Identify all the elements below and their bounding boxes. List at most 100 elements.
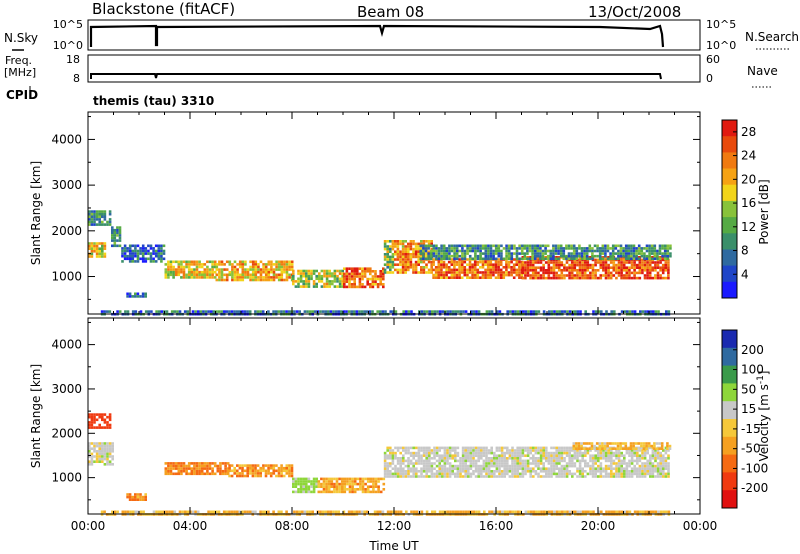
velocity-cell	[555, 510, 559, 514]
power-cell	[643, 254, 646, 258]
power-cell	[302, 269, 305, 273]
velocity-cell	[662, 467, 665, 470]
power-cell	[488, 310, 491, 313]
velocity-cell	[524, 467, 527, 470]
power-cell	[399, 242, 402, 246]
velocity-cell	[90, 418, 94, 422]
power-cell	[445, 271, 448, 274]
power-cell	[607, 276, 610, 280]
velocity-cell	[412, 464, 415, 468]
power-cell	[103, 215, 107, 219]
velocity-cell	[616, 447, 620, 450]
power-cell	[111, 231, 114, 235]
nsearch-label: N.Search	[745, 30, 799, 44]
velocity-cell	[443, 449, 447, 452]
velocity-cell	[642, 447, 646, 450]
power-cell	[460, 263, 464, 266]
power-cell	[632, 252, 636, 255]
power-cell	[486, 263, 490, 266]
velocity-cell	[415, 510, 418, 514]
velocity-cell	[638, 446, 642, 450]
power-cell	[471, 268, 474, 272]
velocity-cell	[599, 462, 603, 465]
power-cell	[213, 260, 217, 264]
power-cell	[526, 274, 530, 277]
power-cell	[585, 249, 589, 253]
velocity-cell	[633, 464, 636, 468]
power-cell	[521, 271, 525, 275]
colorbar-segment	[722, 265, 737, 283]
power-cell	[617, 261, 621, 264]
power-cell	[546, 249, 550, 253]
power-cell	[379, 310, 382, 313]
power-cell	[554, 252, 558, 255]
velocity-cell	[404, 472, 408, 476]
power-cell	[331, 280, 334, 283]
power-cell	[225, 268, 229, 271]
power-cell	[126, 310, 130, 313]
velocity-cell	[610, 472, 613, 476]
velocity-cell	[607, 472, 610, 476]
power-cell	[591, 274, 595, 277]
power-cell	[157, 247, 161, 250]
power-cell	[154, 249, 158, 253]
power-cell	[549, 257, 553, 261]
velocity-cell	[322, 485, 326, 488]
power-cell	[557, 256, 561, 259]
power-cell	[149, 247, 153, 250]
power-cell	[285, 278, 289, 282]
power-cell	[544, 261, 548, 264]
velocity-cell	[628, 462, 631, 465]
power-cell	[157, 254, 161, 258]
velocity-cell	[103, 447, 107, 450]
velocity-cell	[539, 470, 543, 473]
velocity-cell	[180, 467, 183, 470]
power-cell	[358, 267, 362, 270]
power-cell	[481, 252, 485, 255]
power-cell	[575, 249, 579, 253]
velocity-cell	[409, 459, 413, 463]
velocity-cell	[347, 510, 351, 514]
power-cell	[338, 277, 342, 281]
power-cell	[128, 260, 132, 263]
power-cell	[438, 310, 442, 313]
velocity-cell	[438, 464, 441, 468]
power-cell	[617, 244, 620, 248]
velocity-cell	[643, 472, 647, 476]
velocity-cell	[506, 472, 509, 476]
power-cell	[442, 252, 446, 255]
power-cell	[412, 268, 415, 272]
power-cell	[121, 247, 124, 250]
power-cell	[476, 268, 480, 272]
velocity-cell	[454, 467, 457, 470]
velocity-cell	[320, 490, 323, 494]
velocity-cell	[495, 449, 499, 452]
power-cell	[88, 215, 91, 219]
velocity-cell	[477, 449, 480, 452]
power-cell	[581, 266, 584, 269]
velocity-cell	[603, 444, 607, 448]
velocity-cell	[625, 451, 629, 455]
power-cell	[547, 271, 551, 275]
power-cell	[200, 265, 204, 269]
velocity-cell	[236, 469, 239, 473]
velocity-cell	[410, 510, 413, 514]
power-cell	[641, 266, 644, 269]
power-cell	[513, 247, 516, 250]
power-cell	[473, 260, 477, 264]
power-cell	[473, 273, 477, 277]
velocity-cell	[565, 467, 569, 470]
velocity-cell	[555, 464, 558, 468]
velocity-cell	[396, 470, 400, 473]
power-cell	[622, 276, 626, 280]
velocity-cell	[467, 472, 470, 476]
power-cell	[290, 260, 294, 264]
velocity-cell	[571, 472, 574, 476]
power-cell	[213, 270, 217, 274]
velocity-cell	[225, 510, 229, 514]
velocity-cell	[288, 466, 291, 470]
velocity-cell	[457, 510, 460, 514]
power-cell	[420, 268, 423, 272]
velocity-cell	[417, 457, 421, 460]
power-cell	[90, 212, 94, 216]
